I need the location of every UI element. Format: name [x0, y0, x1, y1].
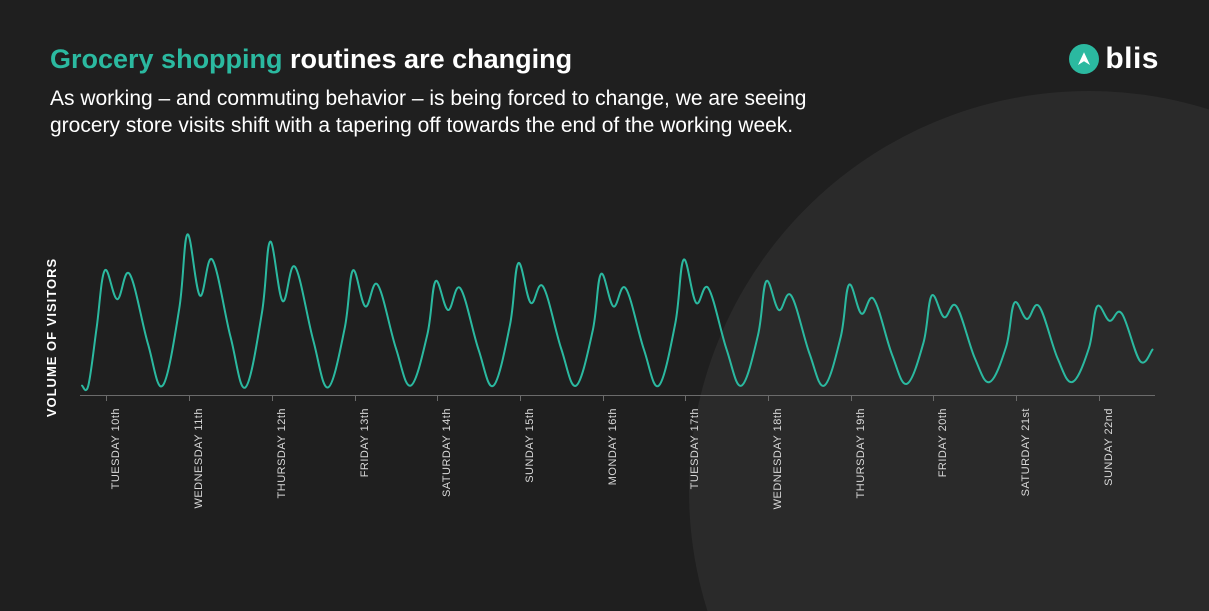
x-axis-label: MONDAY 16th — [607, 408, 619, 485]
logo-icon — [1069, 44, 1099, 74]
x-axis-label: SUNDAY 22nd — [1103, 408, 1115, 486]
x-axis-label: TUESDAY 10th — [110, 408, 122, 489]
page-subtitle: As working – and commuting behavior – is… — [50, 86, 830, 140]
x-axis-line — [80, 395, 1155, 396]
x-tick — [106, 395, 107, 401]
brand-name: blis — [1105, 42, 1159, 76]
x-axis-label: THURSDAY 19th — [855, 408, 867, 498]
page-title: Grocery shopping routines are changing — [50, 44, 572, 75]
x-axis-labels: TUESDAY 10th WEDNESDAY 11th THURSDAY 12th F… — [80, 408, 1155, 558]
x-tick — [189, 395, 190, 401]
x-tick — [520, 395, 521, 401]
x-tick — [685, 395, 686, 401]
line-plot — [80, 220, 1155, 400]
x-tick — [768, 395, 769, 401]
x-axis-label: SATURDAY 14th — [441, 408, 453, 497]
x-axis-label: FRIDAY 13th — [359, 408, 371, 477]
x-tick — [1099, 395, 1100, 401]
x-tick — [437, 395, 438, 401]
title-rest: routines are changing — [283, 44, 573, 74]
x-tick — [933, 395, 934, 401]
slide-content: blis Grocery shopping routines are chang… — [0, 0, 1209, 611]
x-axis-label: SATURDAY 21st — [1020, 408, 1032, 496]
x-tick — [603, 395, 604, 401]
y-axis-label: VOLUME OF VISITORS — [42, 220, 62, 455]
visitors-line — [82, 234, 1153, 390]
x-tick — [1016, 395, 1017, 401]
x-axis-label: SUNDAY 15th — [524, 408, 536, 483]
x-axis-label: WEDNESDAY 11th — [193, 408, 205, 509]
brand-logo: blis — [1069, 42, 1159, 76]
x-axis-label: THURSDAY 12th — [276, 408, 288, 498]
visitors-chart: VOLUME OF VISITORS TUESDAY 10thWEDNESDAY… — [50, 220, 1158, 560]
x-axis-label: TUESDAY 17th — [689, 408, 701, 489]
x-tick — [272, 395, 273, 401]
x-axis-label: WEDNESDAY 18th — [772, 408, 784, 509]
x-axis-label: FRIDAY 20th — [937, 408, 949, 477]
title-accent: Grocery shopping — [50, 44, 283, 74]
x-tick — [851, 395, 852, 401]
x-tick — [355, 395, 356, 401]
